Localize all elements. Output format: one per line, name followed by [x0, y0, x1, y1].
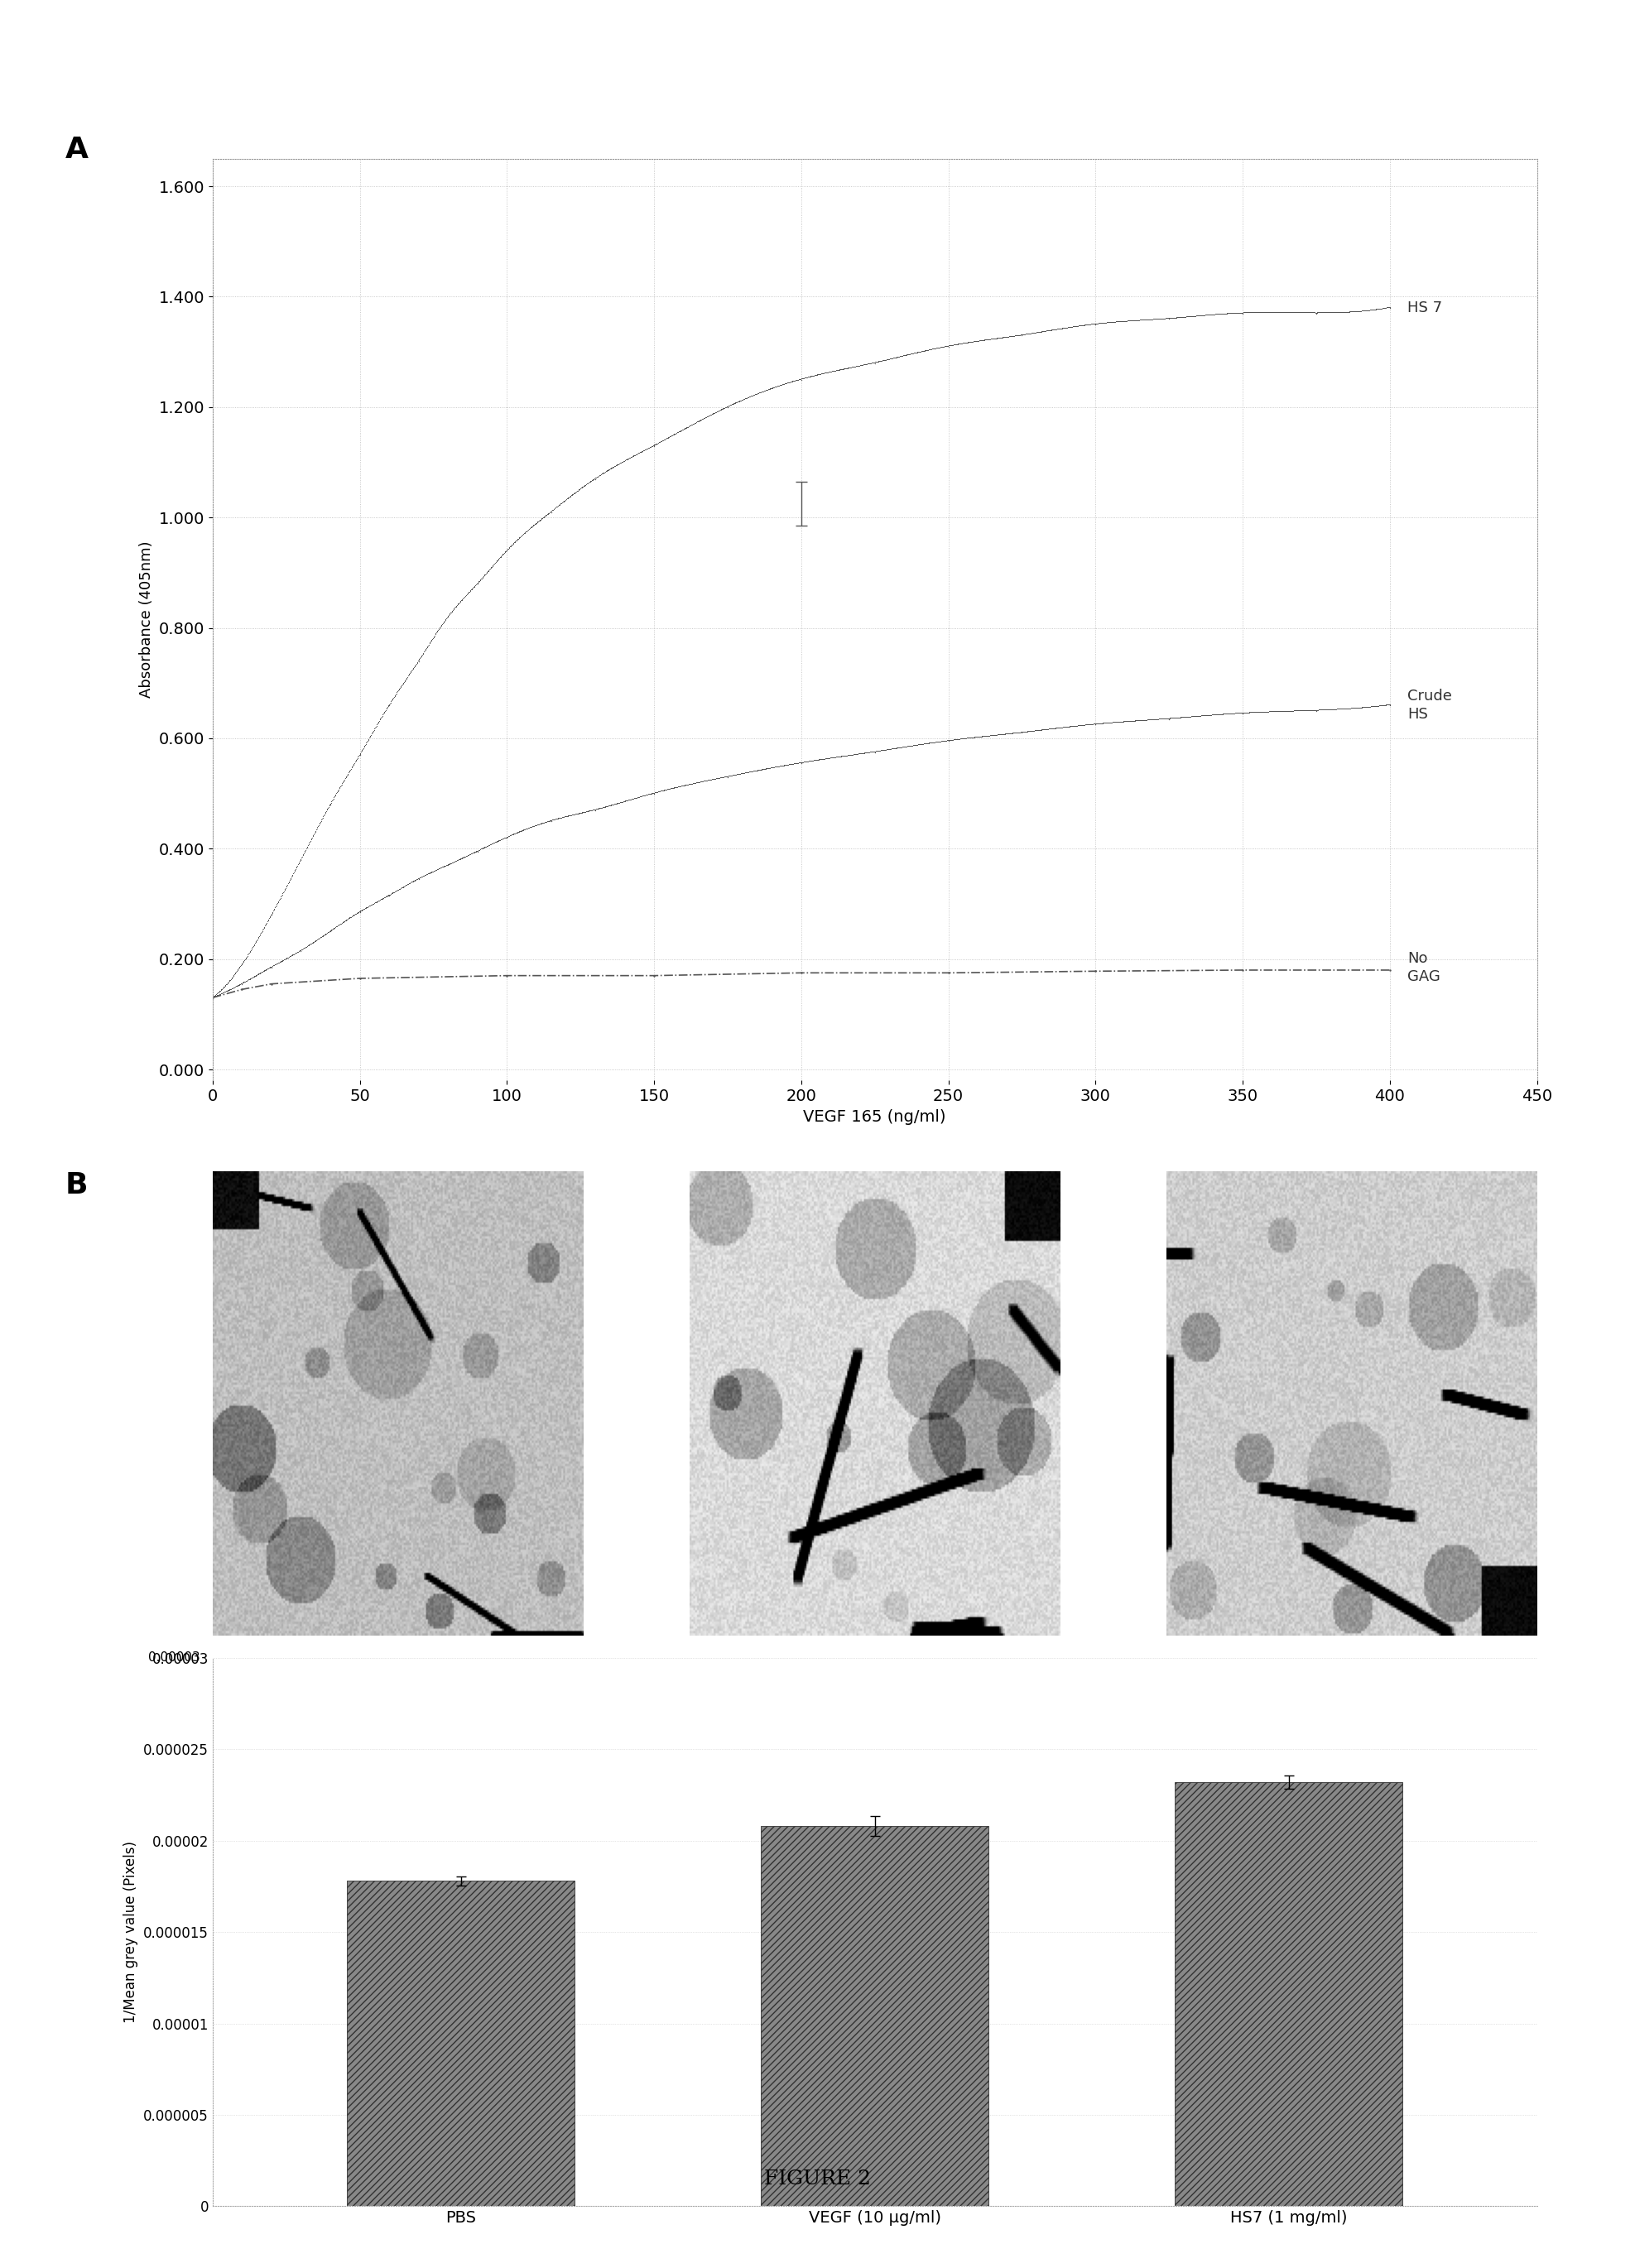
- Bar: [1176, 1783, 1403, 2207]
- Bar: [760, 1826, 989, 2207]
- Text: Crude
HS: Crude HS: [1408, 689, 1452, 721]
- Bar: [347, 1880, 574, 2207]
- Text: A: A: [65, 136, 88, 163]
- X-axis label: VEGF 165 (ng/ml): VEGF 165 (ng/ml): [803, 1109, 947, 1125]
- Y-axis label: 1/Mean grey value (Pixels): 1/Mean grey value (Pixels): [124, 1842, 139, 2023]
- Text: B: B: [65, 1170, 88, 1200]
- Text: FIGURE 2: FIGURE 2: [764, 2170, 871, 2189]
- Text: HS 7: HS 7: [1408, 299, 1442, 315]
- Text: 0.00003: 0.00003: [149, 1651, 199, 1665]
- Y-axis label: Absorbance (405nm): Absorbance (405nm): [139, 542, 154, 699]
- Text: No
GAG: No GAG: [1408, 950, 1440, 984]
